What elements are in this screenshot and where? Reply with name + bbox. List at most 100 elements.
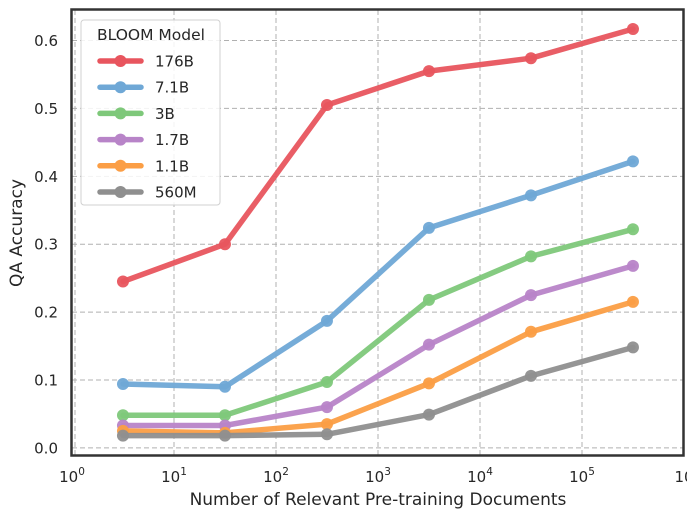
data-point: [626, 259, 639, 272]
data-point: [422, 408, 435, 421]
x-tick-base: 10: [674, 468, 687, 486]
series-line: [120, 344, 636, 439]
data-point: [524, 189, 537, 202]
data-point: [422, 221, 435, 234]
x-tick-exponent: 5: [588, 466, 595, 478]
data-point: [218, 238, 231, 251]
data-point: [116, 429, 129, 442]
data-point: [116, 409, 129, 422]
data-point: [218, 409, 231, 422]
legend-entry: 7.1B: [97, 79, 189, 97]
series-1-1b: [116, 295, 639, 439]
legend-entry: 1.1B: [97, 157, 189, 175]
y-tick-label: 0.4: [34, 168, 58, 186]
legend-entry: 1.7B: [97, 131, 189, 149]
data-point: [524, 289, 537, 302]
data-point: [524, 52, 537, 65]
legend-entry: 560M: [97, 184, 197, 202]
legend-label: 1.7B: [155, 131, 189, 149]
y-tick-label: 0.3: [34, 236, 58, 254]
legend-swatch-marker: [114, 159, 127, 172]
x-tick-label: 101: [161, 466, 187, 486]
data-point: [320, 99, 333, 112]
y-axis-ticks: 0.0 0.1 0.2 0.3 0.4 0.5 0.6: [34, 32, 58, 457]
series-7-1b: [116, 155, 639, 393]
legend-label: 560M: [155, 184, 197, 202]
x-tick-label: 103: [365, 466, 391, 486]
x-axis-title: Number of Relevant Pre-training Document…: [190, 490, 567, 510]
legend-swatch-marker: [114, 133, 127, 146]
legend-title: BLOOM Model: [97, 26, 205, 44]
x-tick-exponent: 4: [486, 466, 493, 478]
series-3b: [116, 223, 639, 422]
x-tick-label: 100: [59, 466, 85, 486]
series-line: [120, 26, 636, 285]
data-point: [320, 428, 333, 441]
x-tick-base: 10: [467, 468, 486, 486]
legend-swatch-marker: [114, 107, 127, 120]
series-1-7b: [116, 259, 639, 432]
x-tick-base: 10: [161, 468, 180, 486]
series-line: [120, 263, 636, 429]
data-point: [422, 293, 435, 306]
series-line: [120, 158, 636, 390]
data-point: [524, 369, 537, 382]
data-point: [116, 275, 129, 288]
plot-frame: [70, 8, 685, 457]
data-point: [524, 250, 537, 263]
y-tick-label: 0.5: [34, 100, 58, 118]
legend-box: [80, 19, 221, 206]
series-560m: [116, 341, 639, 442]
data-point: [626, 155, 639, 168]
data-point: [116, 378, 129, 391]
legend: BLOOM Model 176B 7.1B 3B 1.7B 1.1B 560M: [80, 19, 221, 206]
x-tick-label: 102: [263, 466, 289, 486]
legend-label: 1.1B: [155, 157, 189, 175]
data-point: [320, 314, 333, 327]
data-point: [626, 23, 639, 36]
data-point: [320, 418, 333, 431]
legend-label: 176B: [155, 53, 194, 71]
x-tick-label: 104: [467, 466, 493, 486]
x-tick-base: 10: [263, 468, 282, 486]
series-line: [120, 299, 636, 436]
series-line: [120, 226, 636, 419]
data-point: [626, 295, 639, 308]
legend-entry: 3B: [97, 105, 175, 123]
legend-entry: 176B: [97, 53, 194, 71]
data-point: [218, 380, 231, 393]
x-tick-base: 10: [59, 468, 78, 486]
data-point: [422, 65, 435, 78]
x-tick-label: 10: [674, 468, 687, 486]
x-tick-label: 105: [569, 466, 595, 486]
grid: [72, 10, 684, 456]
x-tick-exponent: 1: [180, 466, 187, 478]
legend-label: 3B: [155, 105, 175, 123]
y-axis-title: QA Accuracy: [7, 179, 27, 287]
data-point: [320, 376, 333, 389]
x-tick-exponent: 0: [78, 466, 85, 478]
legend-label: 7.1B: [155, 79, 189, 97]
legend-swatch-marker: [114, 186, 127, 198]
x-tick-base: 10: [569, 468, 588, 486]
y-tick-label: 0.0: [34, 439, 58, 457]
data-point: [422, 338, 435, 351]
data-point: [626, 341, 639, 354]
data-point: [422, 377, 435, 390]
y-tick-label: 0.1: [34, 371, 58, 389]
legend-swatch-marker: [114, 55, 127, 67]
x-tick-exponent: 3: [384, 466, 391, 478]
data-point: [218, 429, 231, 442]
y-tick-label: 0.6: [34, 32, 58, 50]
x-tick-exponent: 2: [282, 466, 289, 478]
y-tick-label: 0.2: [34, 304, 58, 322]
legend-swatch-marker: [114, 81, 127, 94]
series-lines: [116, 23, 639, 442]
data-point: [320, 401, 333, 414]
data-point: [626, 223, 639, 236]
series-176b: [116, 23, 639, 288]
x-tick-base: 10: [365, 468, 384, 486]
data-point: [524, 325, 537, 338]
